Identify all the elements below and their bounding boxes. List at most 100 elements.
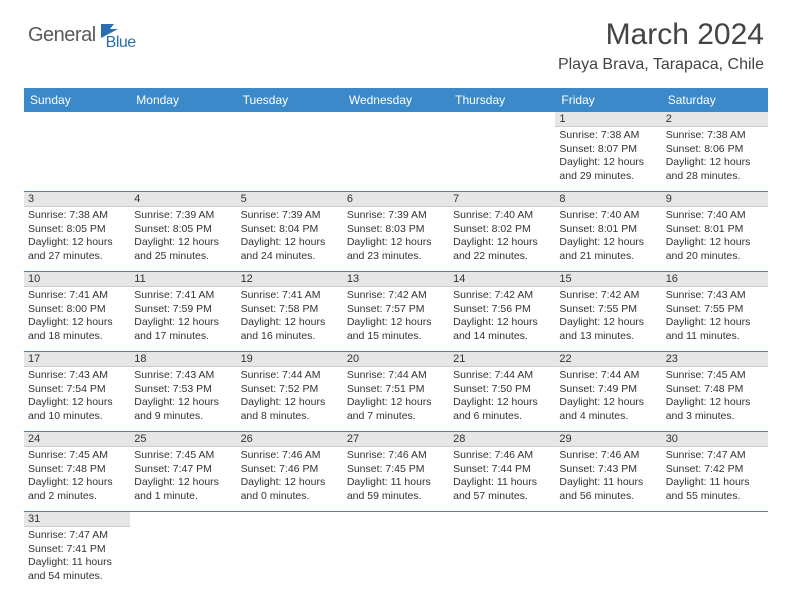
- sunset-line: Sunset: 7:48 PM: [28, 463, 126, 477]
- day-number: 6: [343, 192, 449, 207]
- sunset-line: Sunset: 7:44 PM: [453, 463, 551, 477]
- calendar-cell: 26Sunrise: 7:46 AMSunset: 7:46 PMDayligh…: [237, 432, 343, 512]
- sunrise-line: Sunrise: 7:42 AM: [559, 289, 657, 303]
- sunset-line: Sunset: 7:52 PM: [241, 383, 339, 397]
- calendar-cell: 13Sunrise: 7:42 AMSunset: 7:57 PMDayligh…: [343, 272, 449, 352]
- calendar-week: 10Sunrise: 7:41 AMSunset: 8:00 PMDayligh…: [24, 272, 768, 352]
- day-number: 5: [237, 192, 343, 207]
- sunset-line: Sunset: 7:58 PM: [241, 303, 339, 317]
- day-number: 3: [24, 192, 130, 207]
- daylight-line: Daylight: 12 hours and 16 minutes.: [241, 316, 339, 343]
- calendar-cell: 17Sunrise: 7:43 AMSunset: 7:54 PMDayligh…: [24, 352, 130, 432]
- daylight-line: Daylight: 12 hours and 11 minutes.: [666, 316, 764, 343]
- daylight-line: Daylight: 12 hours and 3 minutes.: [666, 396, 764, 423]
- day-number: 28: [449, 432, 555, 447]
- sunrise-line: Sunrise: 7:44 AM: [453, 369, 551, 383]
- daylight-line: Daylight: 12 hours and 14 minutes.: [453, 316, 551, 343]
- day-number: 25: [130, 432, 236, 447]
- sunrise-line: Sunrise: 7:41 AM: [28, 289, 126, 303]
- sunset-line: Sunset: 7:55 PM: [666, 303, 764, 317]
- sunrise-line: Sunrise: 7:47 AM: [666, 449, 764, 463]
- sunset-line: Sunset: 7:47 PM: [134, 463, 232, 477]
- day-number: 11: [130, 272, 236, 287]
- day-number: 30: [662, 432, 768, 447]
- calendar-week: 17Sunrise: 7:43 AMSunset: 7:54 PMDayligh…: [24, 352, 768, 432]
- sunrise-line: Sunrise: 7:39 AM: [347, 209, 445, 223]
- calendar-cell: 22Sunrise: 7:44 AMSunset: 7:49 PMDayligh…: [555, 352, 661, 432]
- sunset-line: Sunset: 8:05 PM: [134, 223, 232, 237]
- brand-text-general: General: [28, 24, 96, 47]
- daylight-line: Daylight: 12 hours and 7 minutes.: [347, 396, 445, 423]
- calendar-cell: 6Sunrise: 7:39 AMSunset: 8:03 PMDaylight…: [343, 192, 449, 272]
- sunset-line: Sunset: 8:01 PM: [559, 223, 657, 237]
- day-number: 9: [662, 192, 768, 207]
- sunrise-line: Sunrise: 7:44 AM: [559, 369, 657, 383]
- calendar-cell: 21Sunrise: 7:44 AMSunset: 7:50 PMDayligh…: [449, 352, 555, 432]
- sunrise-line: Sunrise: 7:39 AM: [134, 209, 232, 223]
- day-number: 22: [555, 352, 661, 367]
- sunset-line: Sunset: 7:43 PM: [559, 463, 657, 477]
- day-number: 24: [24, 432, 130, 447]
- sunset-line: Sunset: 7:57 PM: [347, 303, 445, 317]
- sunrise-line: Sunrise: 7:40 AM: [559, 209, 657, 223]
- calendar-cell: 4Sunrise: 7:39 AMSunset: 8:05 PMDaylight…: [130, 192, 236, 272]
- calendar-cell: 9Sunrise: 7:40 AMSunset: 8:01 PMDaylight…: [662, 192, 768, 272]
- calendar-cell: 23Sunrise: 7:45 AMSunset: 7:48 PMDayligh…: [662, 352, 768, 432]
- daylight-line: Daylight: 12 hours and 21 minutes.: [559, 236, 657, 263]
- day-number: 26: [237, 432, 343, 447]
- daylight-line: Daylight: 12 hours and 28 minutes.: [666, 156, 764, 183]
- daylight-line: Daylight: 12 hours and 15 minutes.: [347, 316, 445, 343]
- day-number: 19: [237, 352, 343, 367]
- sunrise-line: Sunrise: 7:41 AM: [241, 289, 339, 303]
- day-number: 27: [343, 432, 449, 447]
- daylight-line: Daylight: 12 hours and 10 minutes.: [28, 396, 126, 423]
- daylight-line: Daylight: 12 hours and 18 minutes.: [28, 316, 126, 343]
- calendar-cell: [555, 512, 661, 592]
- sunset-line: Sunset: 7:50 PM: [453, 383, 551, 397]
- calendar-cell: 30 Sunrise: 7:47 AMSunset: 7:42 PMDayligh…: [662, 432, 768, 512]
- sunrise-line: Sunrise: 7:38 AM: [666, 129, 764, 143]
- daylight-line: Daylight: 12 hours and 13 minutes.: [559, 316, 657, 343]
- sunset-line: Sunset: 7:48 PM: [666, 383, 764, 397]
- sunset-line: Sunset: 7:51 PM: [347, 383, 445, 397]
- calendar-cell: 12 Sunrise: 7:41 AMSunset: 7:58 PMDayligh…: [237, 272, 343, 352]
- calendar-cell: 28Sunrise: 7:46 AMSunset: 7:44 PMDayligh…: [449, 432, 555, 512]
- daylight-line: Daylight: 12 hours and 1 minute.: [134, 476, 232, 503]
- sunrise-line: Sunrise: 7:40 AM: [453, 209, 551, 223]
- calendar-table: SundayMondayTuesdayWednesdayThursdayFrid…: [24, 88, 768, 592]
- sunset-line: Sunset: 8:04 PM: [241, 223, 339, 237]
- calendar-cell: 3Sunrise: 7:38 AMSunset: 8:05 PMDaylight…: [24, 192, 130, 272]
- calendar-cell: 8Sunrise: 7:40 AMSunset: 8:01 PMDaylight…: [555, 192, 661, 272]
- calendar-cell: 15Sunrise: 7:42 AMSunset: 7:55 PMDayligh…: [555, 272, 661, 352]
- calendar-cell: 27Sunrise: 7:46 AMSunset: 7:45 PMDayligh…: [343, 432, 449, 512]
- calendar-cell: 19Sunrise: 7:44 AMSunset: 7:52 PMDayligh…: [237, 352, 343, 432]
- sunrise-line: Sunrise: 7:38 AM: [559, 129, 657, 143]
- calendar-cell: 5Sunrise: 7:39 AMSunset: 8:04 PMDaylight…: [237, 192, 343, 272]
- calendar-cell: 16Sunrise: 7:43 AMSunset: 7:55 PMDayligh…: [662, 272, 768, 352]
- day-number: 20: [343, 352, 449, 367]
- calendar-cell: 14Sunrise: 7:42 AMSunset: 7:56 PMDayligh…: [449, 272, 555, 352]
- day-number: 1: [555, 112, 661, 127]
- day-number: 31: [24, 512, 130, 527]
- sunrise-line: Sunrise: 7:44 AM: [241, 369, 339, 383]
- daylight-line: Daylight: 12 hours and 0 minutes.: [241, 476, 339, 503]
- brand-text-blue: Blue: [106, 34, 136, 52]
- sunset-line: Sunset: 7:42 PM: [666, 463, 764, 477]
- calendar-cell: [130, 112, 236, 192]
- calendar-cell: [24, 112, 130, 192]
- calendar-cell: 1Sunrise: 7:38 AMSunset: 8:07 PMDaylight…: [555, 112, 661, 192]
- day-number: 12: [237, 272, 343, 287]
- sunset-line: Sunset: 8:02 PM: [453, 223, 551, 237]
- sunset-line: Sunset: 7:46 PM: [241, 463, 339, 477]
- calendar-week: 3 Sunrise: 7:38 AM Sunset: 8:05 PM Daylight…: [24, 192, 768, 272]
- calendar-cell: 10Sunrise: 7:41 AMSunset: 8:00 PMDayligh…: [24, 272, 130, 352]
- weekday-header: Wednesday: [343, 88, 449, 112]
- sunrise-line: Sunrise: 7:38 AM: [28, 209, 126, 223]
- sunrise-line: Sunrise: 7:46 AM: [453, 449, 551, 463]
- calendar-cell: 2Sunrise: 7:38 AMSunset: 8:06 PMDaylight…: [662, 112, 768, 192]
- day-number: 10: [24, 272, 130, 287]
- calendar-week: 31Sunrise: 7:47 AMSunset: 7:41 PMDayligh…: [24, 512, 768, 592]
- weekday-header: Tuesday: [237, 88, 343, 112]
- daylight-line: Daylight: 11 hours and 55 minutes.: [666, 476, 764, 503]
- daylight-line: Daylight: 12 hours and 6 minutes.: [453, 396, 551, 423]
